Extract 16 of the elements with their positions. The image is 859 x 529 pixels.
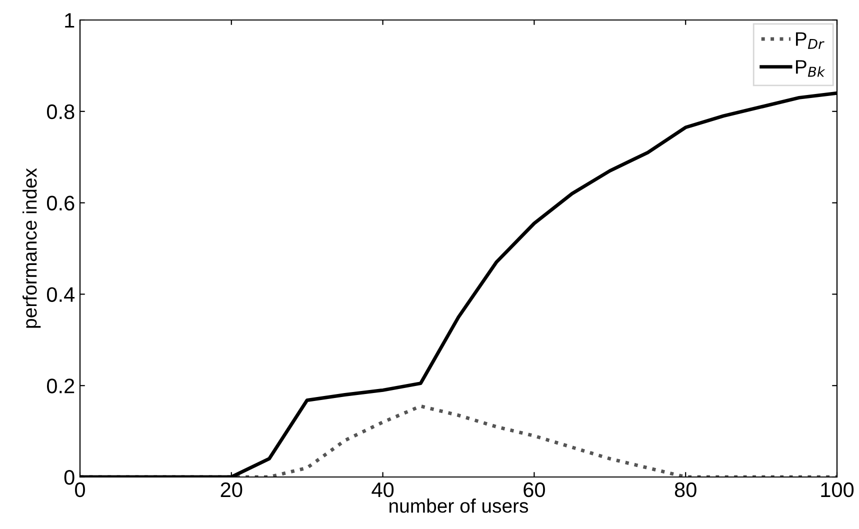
x-tick-label: 40 — [372, 482, 394, 498]
y-tick-label: 0 — [64, 470, 74, 485]
x-tick-label: 0 — [75, 482, 85, 498]
y-tick-label: 0.4 — [46, 287, 75, 302]
x-tick-label: 20 — [220, 482, 242, 498]
legend-label: P$_{Bk}$ — [796, 60, 826, 77]
x-tick-label: 100 — [821, 482, 854, 498]
legend-label: P$_{Dr}$ — [796, 32, 824, 49]
x-axis-title: number of users — [390, 498, 528, 513]
y-tick-label: 0.2 — [46, 378, 74, 394]
y-tick-label: 0.6 — [46, 196, 74, 211]
y-tick-label: 0.8 — [46, 104, 74, 120]
x-tick-label: 80 — [674, 482, 696, 498]
y-tick-label: 1 — [65, 13, 74, 28]
y-axis-title: performance index — [22, 168, 41, 328]
x-tick-label: 60 — [524, 482, 545, 498]
